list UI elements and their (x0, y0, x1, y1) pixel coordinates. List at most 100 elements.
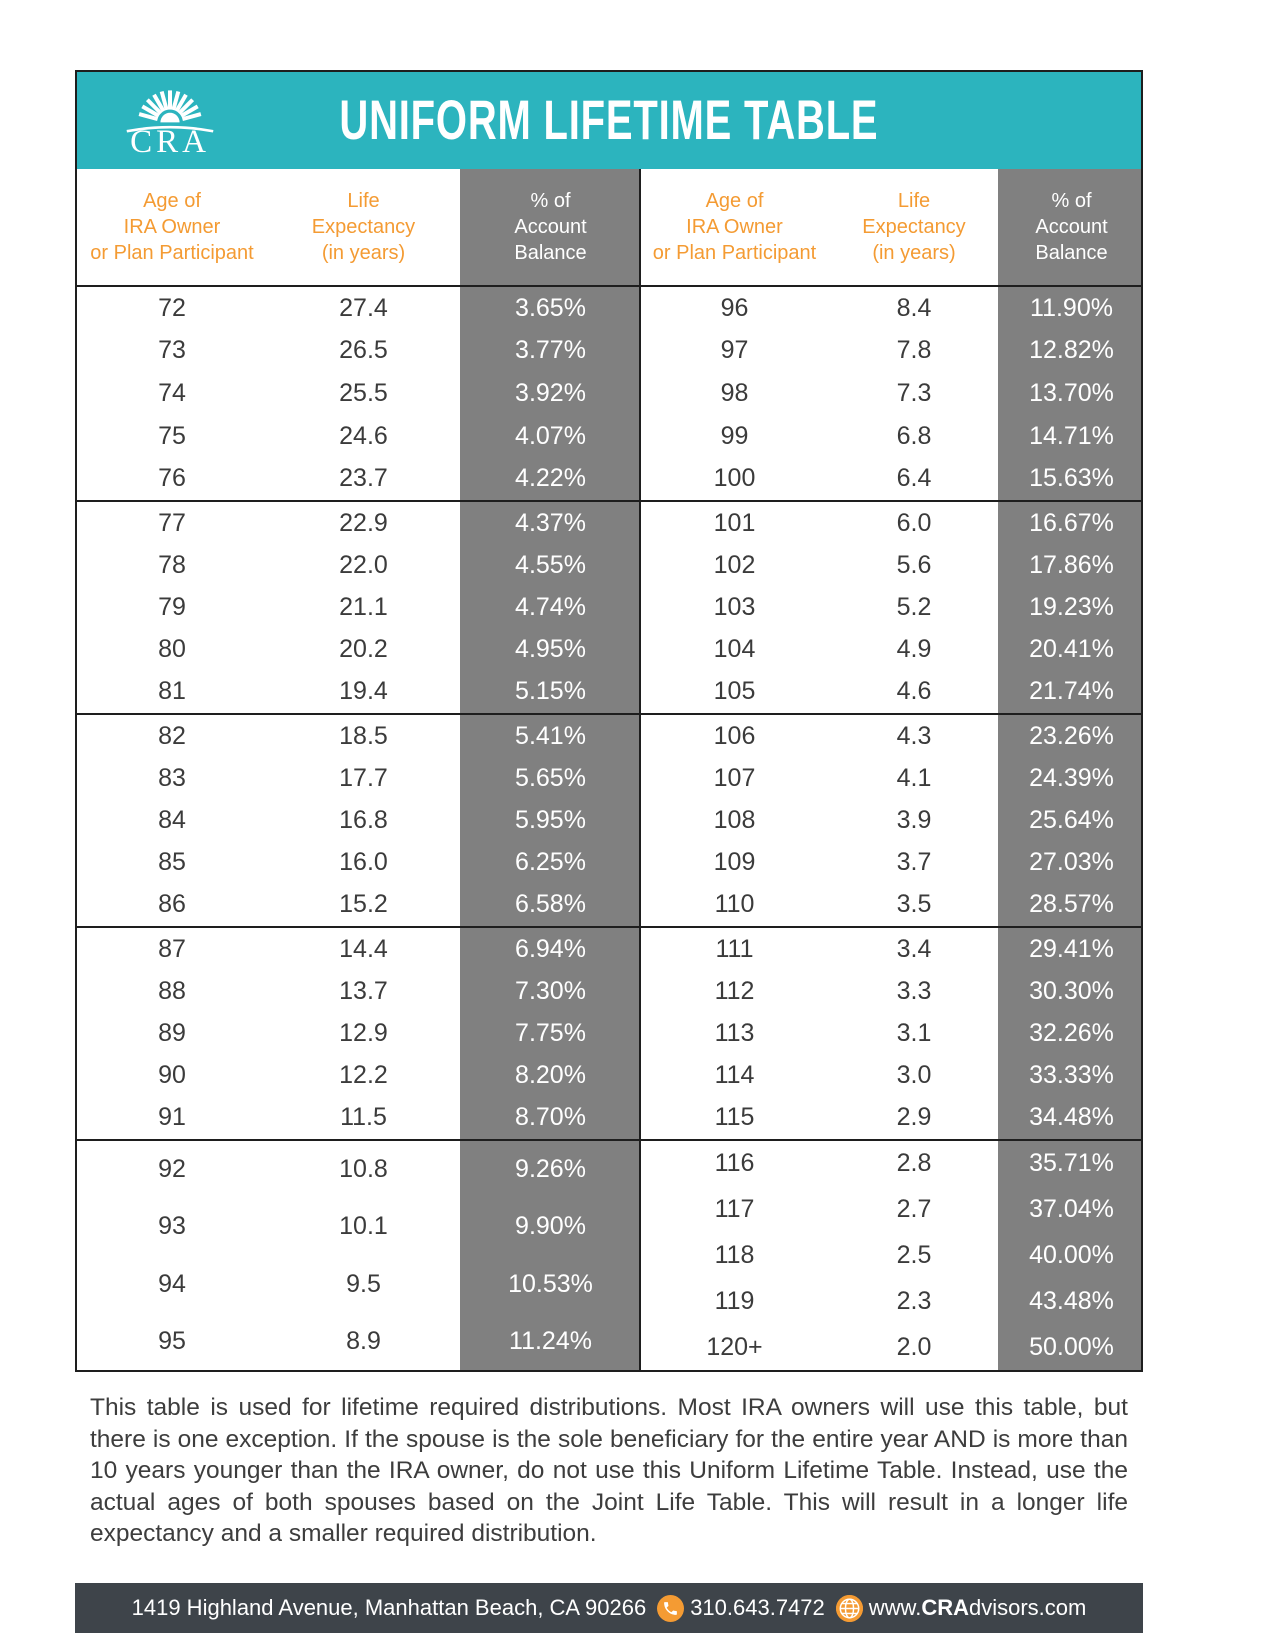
life-expectancy-cell: 4.3 (896, 721, 932, 750)
table-row: 112 3.3 30.30% (641, 977, 1143, 1006)
percent-cell: 21.74% (1029, 677, 1114, 706)
age-column-header: Age of IRA Owner or Plan Participant (90, 190, 254, 264)
age-cell: 109 (713, 848, 756, 877)
sunburst-icon (95, 76, 245, 140)
percent-cell: 13.70% (1029, 378, 1114, 407)
table-row: 89 12.9 7.75% (77, 1019, 641, 1048)
percent-cell: 37.04% (1029, 1195, 1114, 1224)
age-cell: 118 (714, 1240, 755, 1269)
table-row: 113 3.1 32.26% (641, 1019, 1143, 1048)
life-expectancy-cell: 2.8 (896, 1149, 932, 1178)
life-expectancy-cell: 8.9 (346, 1326, 381, 1355)
age-cell: 73 (158, 336, 186, 365)
age-cell: 77 (158, 508, 186, 537)
percent-cell: 6.25% (515, 848, 586, 877)
age-cell: 72 (158, 293, 186, 322)
table-row: 109 3.7 27.03% (641, 848, 1143, 877)
age-cell: 106 (713, 721, 756, 750)
age-cell: 91 (158, 1103, 186, 1132)
masthead: CRA UNIFORM LIFETIME TABLE (77, 72, 1141, 169)
life-expectancy-cell: 5.6 (896, 550, 932, 579)
table-row: 107 4.1 24.39% (641, 764, 1143, 793)
table-row: 88 13.7 7.30% (77, 977, 641, 1006)
percent-cell: 4.22% (515, 464, 586, 493)
age-cell: 82 (158, 721, 186, 750)
life-expectancy-cell: 10.1 (339, 1212, 388, 1241)
percent-cell: 28.57% (1029, 890, 1114, 919)
table-row: 78 22.0 4.55% (77, 551, 641, 580)
life-expectancy-cell: 2.0 (896, 1332, 932, 1361)
globe-icon (835, 1594, 863, 1622)
life-expectancy-cell: 21.1 (339, 592, 388, 621)
percent-cell: 3.92% (515, 378, 586, 407)
age-cell: 93 (158, 1212, 186, 1241)
table-header-right: Age of IRA Owner or Plan Participant Life E… (641, 169, 1143, 285)
age-cell: 78 (158, 550, 186, 579)
age-cell: 99 (720, 421, 749, 450)
percent-cell: 9.90% (515, 1212, 586, 1241)
table-row: 111 3.4 29.41% (641, 935, 1143, 964)
table-row: 99 6.8 14.71% (641, 422, 1143, 451)
table-row: 97 7.8 12.82% (641, 336, 1143, 365)
table-row: 102 5.6 17.86% (641, 551, 1143, 580)
percent-cell: 32.26% (1029, 1018, 1114, 1047)
percent-cell: 30.30% (1029, 976, 1114, 1005)
percent-column-background-left (460, 169, 641, 1370)
life-expectancy-cell: 24.6 (339, 421, 388, 450)
phone-segment: 310.643.7472 (657, 1594, 825, 1622)
life-expectancy-cell: 3.5 (896, 890, 932, 919)
percent-cell: 5.15% (515, 677, 586, 706)
life-expectancy-cell: 12.2 (339, 1061, 388, 1090)
table-band-right: 111 3.4 29.41% 112 3.3 30.30% 113 3.1 32.26% 114 3… (641, 928, 1143, 1139)
age-cell: 117 (714, 1195, 755, 1224)
age-cell: 112 (714, 976, 755, 1005)
life-expectancy-cell: 6.0 (896, 508, 932, 537)
website-url: www.CRAdvisors.com (868, 1595, 1087, 1620)
percent-cell: 5.95% (515, 805, 586, 834)
age-cell: 88 (158, 976, 186, 1005)
table-row: 93 10.1 9.90% (77, 1212, 641, 1241)
percent-cell: 3.77% (515, 336, 586, 365)
table-row: 98 7.3 13.70% (641, 379, 1143, 408)
percent-cell: 33.33% (1029, 1061, 1114, 1090)
life-expectancy-cell: 4.1 (896, 763, 932, 792)
percent-cell: 4.07% (515, 421, 586, 450)
life-expectancy-cell: 7.8 (896, 336, 932, 365)
life-expectancy-cell: 2.7 (896, 1195, 932, 1224)
percent-cell: 17.86% (1029, 550, 1114, 579)
table-row: 82 18.5 5.41% (77, 722, 641, 751)
life-expectancy-column-header: Life Expectancy (in years) (862, 190, 966, 264)
table-row: 85 16.0 6.25% (77, 848, 641, 877)
table-row: 116 2.8 35.71% (641, 1149, 1143, 1178)
page-title: UNIFORM LIFETIME TABLE (339, 87, 879, 151)
percent-cell: 4.74% (515, 592, 586, 621)
website-segment: www.CRAdvisors.com (835, 1594, 1087, 1622)
percent-column-header: % of Account Balance (514, 190, 587, 264)
percent-cell: 5.65% (515, 763, 586, 792)
percent-cell: 35.71% (1029, 1149, 1114, 1178)
table-row: 120+ 2.0 50.00% (641, 1333, 1143, 1362)
age-cell: 113 (714, 1018, 755, 1047)
age-cell: 114 (714, 1061, 755, 1090)
life-expectancy-cell: 2.3 (896, 1286, 932, 1315)
percent-cell: 50.00% (1029, 1332, 1114, 1361)
table-band-right: 101 6.0 16.67% 102 5.6 17.86% 103 5.2 19.23% 104 4… (641, 502, 1143, 713)
table-band-left: 92 10.8 9.26% 93 10.1 9.90% 94 9.5 10.53% 95 8.9 11… (77, 1141, 641, 1370)
life-expectancy-cell: 3.7 (896, 848, 932, 877)
percent-cell: 7.75% (515, 1018, 586, 1047)
percent-cell: 43.48% (1029, 1286, 1114, 1315)
lifetime-table: Age of IRA Owner or Plan Participant Life E… (77, 169, 1141, 1370)
percent-cell: 14.71% (1029, 421, 1114, 450)
table-row: 100 6.4 15.63% (641, 464, 1143, 493)
life-expectancy-cell: 12.9 (339, 1018, 388, 1047)
explanatory-note: This table is used for lifetime required… (90, 1394, 1128, 1547)
life-expectancy-cell: 3.4 (896, 934, 932, 963)
age-cell: 97 (720, 336, 749, 365)
phone-icon (657, 1594, 685, 1622)
life-expectancy-cell: 16.0 (339, 848, 388, 877)
life-expectancy-cell: 17.7 (339, 763, 388, 792)
table-band: 92 10.8 9.26% 93 10.1 9.90% 94 9.5 10.53% 95 8.9 11… (77, 1139, 1141, 1370)
center-divider (639, 169, 641, 1370)
life-expectancy-cell: 26.5 (339, 336, 388, 365)
